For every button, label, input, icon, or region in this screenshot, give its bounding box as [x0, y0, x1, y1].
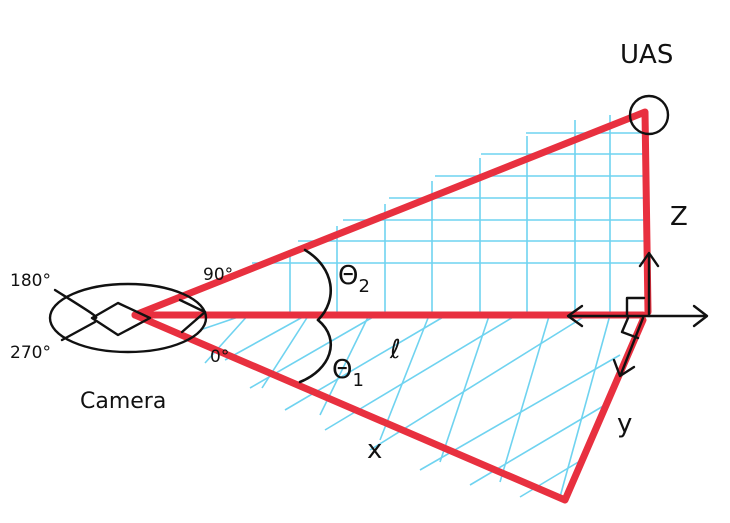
x-label: x	[367, 435, 382, 465]
deg0-label: 0°	[210, 347, 229, 367]
camera-eye	[48, 282, 208, 354]
y-axis-arrowhead	[612, 358, 636, 378]
theta2-label: Θ2	[338, 261, 370, 297]
x-axis-left-arrowhead	[566, 304, 584, 328]
theta1-label: Θ1	[332, 355, 364, 391]
deg270-label: 270°	[10, 343, 51, 363]
red-outline	[131, 108, 652, 504]
uas-label: UAS	[620, 40, 673, 70]
theta1-subscript: 1	[352, 370, 363, 391]
right-angle-upper	[625, 296, 646, 317]
axes	[566, 251, 709, 378]
upper-grid	[252, 115, 645, 313]
theta2-arc	[303, 248, 333, 322]
y-label: y	[617, 409, 632, 439]
lower-ray-triangle	[131, 311, 647, 504]
l-label: ℓ	[389, 335, 401, 365]
deg90-label: 90°	[203, 265, 233, 285]
camera-label: Camera	[80, 389, 166, 414]
angle-arcs	[298, 248, 333, 384]
theta1-arc	[298, 318, 332, 384]
deg180-label: 180°	[10, 271, 51, 291]
x-axis-right-arrowhead	[692, 304, 709, 328]
theta2-subscript: 2	[358, 276, 369, 297]
right-angle-lower	[620, 316, 640, 340]
z-label: Z	[670, 202, 688, 232]
z-axis-arrowhead	[638, 251, 660, 268]
upper-ray-to-uas	[131, 108, 652, 319]
uas-circle	[628, 94, 670, 136]
lower-grid	[199, 312, 621, 498]
y-axis-line	[619, 316, 645, 376]
